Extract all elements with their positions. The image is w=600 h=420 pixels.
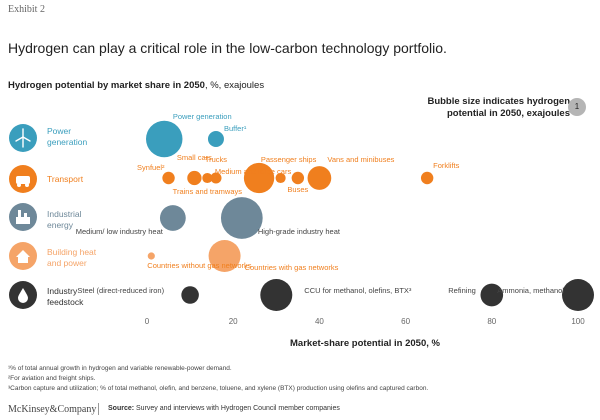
bubble-label: Ammonia, methanol <box>497 286 564 295</box>
bubble <box>187 170 202 186</box>
bubble <box>420 171 434 185</box>
bubble-label: Trains and tramways <box>173 187 243 196</box>
factory-icon <box>9 203 37 231</box>
row-label-power: Power generation <box>47 126 88 147</box>
bubble <box>260 279 293 311</box>
bubble <box>562 279 594 311</box>
source-text: Survey and interviews with Hydrogen Coun… <box>134 405 340 412</box>
house-icon <box>9 242 37 270</box>
bubble <box>145 120 183 158</box>
bubble-label: Vans and minibuses <box>327 155 394 164</box>
x-tick-label: 60 <box>401 317 410 326</box>
row-label-feedstock: Industry feedstock <box>47 286 84 307</box>
bubble <box>307 166 332 190</box>
row-label-industrial: Industrial energy <box>47 209 82 230</box>
x-axis-label: Market-share potential in 2050, % <box>290 338 440 349</box>
bubble <box>220 197 263 239</box>
bubble-label: Forklifts <box>433 161 460 170</box>
chart-subtitle: Hydrogen potential by market share in 20… <box>8 80 264 91</box>
bubble <box>202 172 213 184</box>
chart-title: Hydrogen can play a critical role in the… <box>8 40 447 56</box>
bubble-label: Medium/ low industry heat <box>76 227 164 236</box>
bubble-label: Steel (direct-reduced iron) <box>77 286 164 295</box>
source-label: Source: <box>108 405 135 412</box>
oil-drop-icon <box>9 281 37 309</box>
bubble-label: Buffer¹ <box>224 124 247 133</box>
row-label-transport: Transport <box>47 174 84 184</box>
wind-turbine-icon <box>9 124 37 152</box>
bubble <box>208 240 241 272</box>
bubble-label: CCU for methanol, olefins, BTX³ <box>304 286 412 295</box>
footnote-1: ¹% of total annual growth in hydrogen an… <box>8 365 232 372</box>
bubble-label: Small cars <box>177 153 212 162</box>
x-tick-label: 20 <box>229 317 238 326</box>
footnote-2: ²For aviation and freight ships. <box>8 375 96 382</box>
bubble <box>243 162 275 194</box>
bubble <box>159 205 186 231</box>
bubble <box>275 172 286 184</box>
bubble-label: Refining <box>448 286 476 295</box>
footnote-3: ³Carbon capture and utilization; % of to… <box>8 385 429 392</box>
bubble-size-key: 1 <box>568 98 586 116</box>
bubble-label: Passenger ships <box>261 155 317 164</box>
row-label-building: Building heat and power <box>47 247 97 268</box>
source-note: Source: Survey and interviews with Hydro… <box>108 405 340 412</box>
subtitle-bold: Hydrogen potential by market share in 20… <box>8 80 205 91</box>
bubble-label: Countries without gas networks <box>147 261 251 270</box>
bubble-label: High-grade industry heat <box>258 227 341 236</box>
bubble-label: Countries with gas networks <box>245 263 339 272</box>
subtitle-rest: , %, exajoules <box>204 80 265 91</box>
bubble <box>207 131 224 147</box>
bubble <box>210 172 222 184</box>
bubble <box>181 286 199 304</box>
bubble-label: Trucks <box>205 155 227 164</box>
brand-logo: McKinsey&Company <box>8 404 97 415</box>
exhibit-label: Exhibit 2 <box>8 4 45 15</box>
car-icon <box>9 165 37 193</box>
x-tick-label: 40 <box>315 317 324 326</box>
bubble-label: Medium and large cars <box>215 167 292 176</box>
x-tick-label: 80 <box>487 317 496 326</box>
bubble <box>480 283 504 307</box>
bubble <box>162 171 175 185</box>
bubble-size-note: Bubble size indicates hydrogen potential… <box>427 96 570 119</box>
footer-divider <box>98 403 99 415</box>
bubble-label: Synfuel² <box>137 163 165 172</box>
bubble <box>291 171 305 185</box>
x-tick-label: 100 <box>571 317 585 326</box>
bubble <box>147 252 155 260</box>
bubble-label: Buses <box>287 185 308 194</box>
x-tick-label: 0 <box>145 317 150 326</box>
bubble-label: Power generation <box>173 112 232 121</box>
